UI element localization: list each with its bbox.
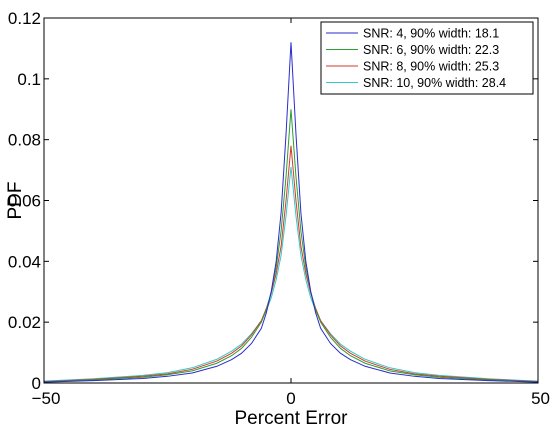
- legend-entry-3: SNR: 8, 90% width: 25.3: [363, 60, 499, 74]
- y-tick-label: 0.12: [8, 9, 41, 28]
- y-tick-label: 0: [32, 374, 41, 393]
- legend-entry-1: SNR: 4, 90% width: 18.1: [363, 27, 499, 41]
- y-tick-label: 0.04: [8, 252, 41, 271]
- y-axis-label: PDF: [5, 182, 26, 220]
- y-tick-label: 0.06: [8, 192, 41, 211]
- y-tick-label: 0.08: [8, 131, 41, 150]
- series-line-3: [43, 145, 539, 382]
- series-line-1: [43, 42, 539, 383]
- x-tick-label: 50: [531, 389, 550, 408]
- legend-entry-2: SNR: 6, 90% width: 22.3: [363, 43, 499, 57]
- series-line-4: [43, 166, 539, 382]
- legend-entry-4: SNR: 10, 90% width: 28.4: [363, 76, 506, 90]
- x-tick-label: −50: [32, 389, 61, 408]
- series-line-2: [43, 109, 539, 383]
- legend: SNR: 4, 90% width: 18.1 SNR: 6, 90% width…: [320, 21, 534, 95]
- x-axis-label: Percent Error: [235, 408, 349, 429]
- y-tick-label: 0.02: [8, 313, 41, 332]
- plot-area: [43, 42, 539, 383]
- x-tick-label: 0: [286, 389, 295, 408]
- y-tick-label: 0.1: [17, 70, 41, 89]
- axes: 00.020.040.060.080.10.12−50 0 50: [8, 9, 550, 408]
